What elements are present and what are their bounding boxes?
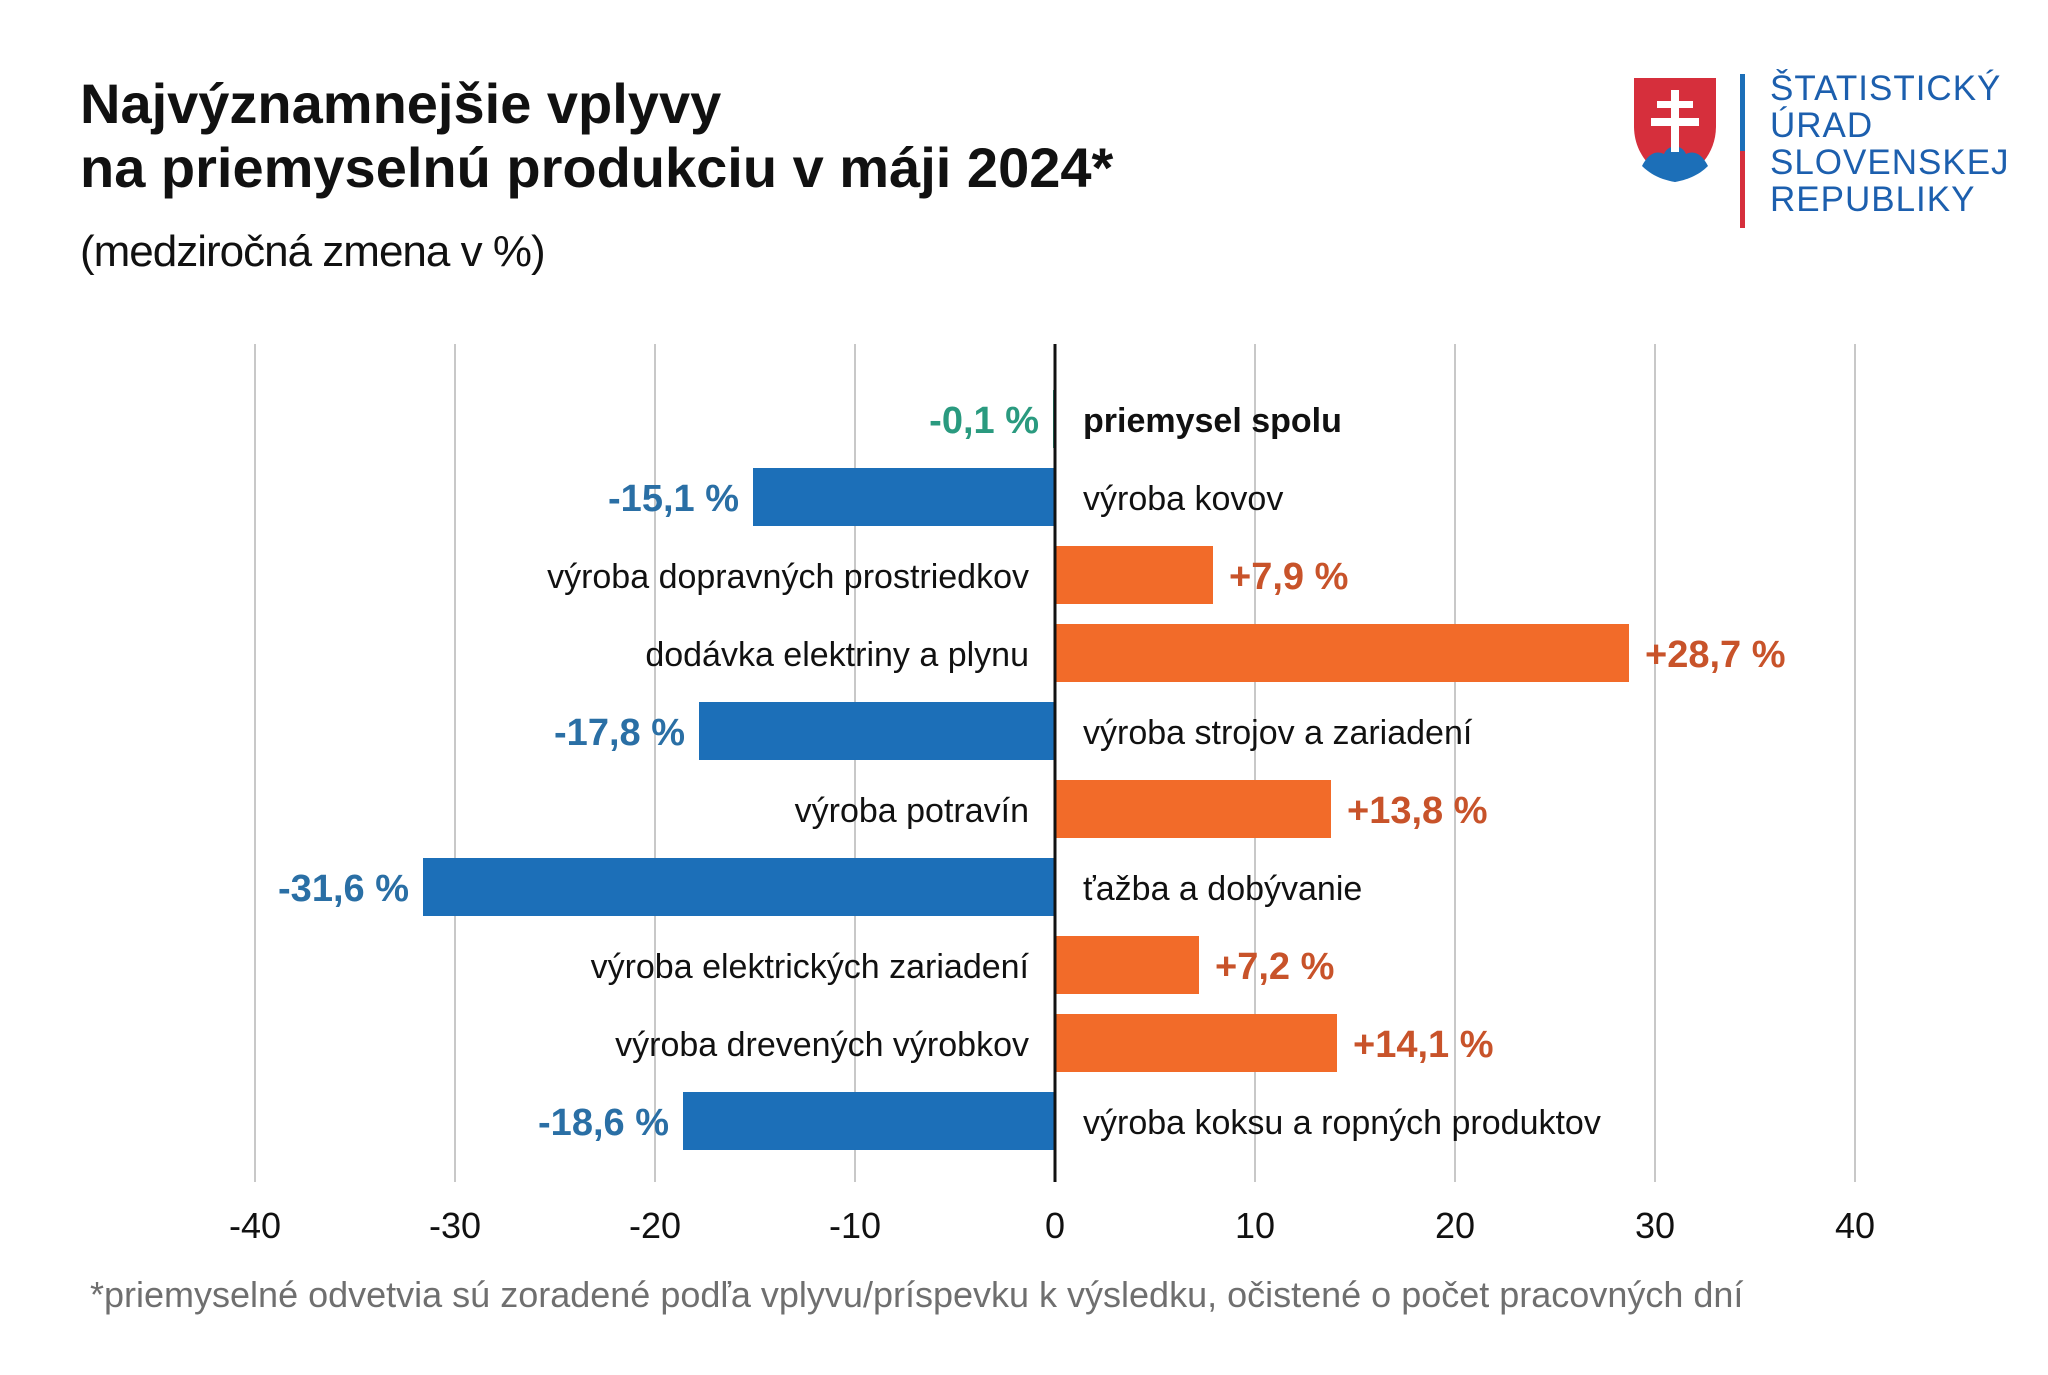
category-label: výroba drevených výrobkov — [615, 1026, 1029, 1064]
data-label: +13,8 % — [1347, 790, 1488, 832]
x-tick-label: -20 — [629, 1205, 681, 1246]
logo-line-3: SLOVENSKEJ — [1770, 143, 2010, 182]
x-tick-label: -40 — [229, 1205, 281, 1246]
category-label: priemysel spolu — [1083, 402, 1342, 440]
category-label: výroba dopravných prostriedkov — [547, 558, 1029, 596]
x-tick-label: -30 — [429, 1205, 481, 1246]
x-tick-label: 40 — [1835, 1205, 1875, 1246]
chart-title: Najvýznamnejšie vplyvy na priemyselnú pr… — [80, 72, 1480, 200]
bar — [683, 1092, 1055, 1150]
category-label: ťažba a dobývanie — [1083, 870, 1362, 908]
category-label: výroba elektrických zariadení — [591, 948, 1030, 986]
x-tick-label: 30 — [1635, 1205, 1675, 1246]
logo-divider — [1740, 74, 1745, 228]
bar — [1055, 546, 1213, 604]
x-tick-label: 10 — [1235, 1205, 1275, 1246]
data-label: +7,9 % — [1229, 556, 1348, 598]
bar — [1055, 624, 1629, 682]
category-label: výroba strojov a zariadení — [1083, 714, 1473, 752]
slovak-coat-of-arms-icon — [1634, 78, 1716, 182]
bar — [753, 468, 1055, 526]
x-tick-label: 20 — [1435, 1205, 1475, 1246]
statistical-office-logo: ŠTATISTICKÝ ÚRAD SLOVENSKEJ REPUBLIKY — [1630, 70, 2010, 234]
x-tick-label: 0 — [1045, 1205, 1065, 1246]
bar — [1055, 780, 1331, 838]
bar — [423, 858, 1055, 916]
data-label: +28,7 % — [1645, 634, 1786, 676]
category-label: výroba potravín — [795, 792, 1029, 830]
x-tick-label: -10 — [829, 1205, 881, 1246]
bar — [1055, 1014, 1337, 1072]
bar-chart: -40 -30 -20 -10 0 10 20 30 40 -0,1 % priemysel spo… — [229, 344, 1875, 1246]
category-label: dodávka elektriny a plynu — [645, 636, 1029, 674]
footnote: *priemyselné odvetvia sú zoradené podľa … — [90, 1274, 1744, 1315]
data-label: +14,1 % — [1353, 1024, 1494, 1066]
category-label: výroba kovov — [1083, 480, 1283, 518]
data-label: +7,2 % — [1215, 946, 1334, 988]
chart-subtitle: (medziročná zmena v %) — [80, 227, 546, 276]
bar — [699, 702, 1055, 760]
data-label: -31,6 % — [278, 868, 409, 910]
logo-line-2: ÚRAD — [1770, 106, 1874, 145]
category-label: výroba koksu a ropných produktov — [1083, 1104, 1601, 1142]
data-label: -18,6 % — [538, 1102, 669, 1144]
title-line-1: Najvýznamnejšie vplyvy — [80, 72, 722, 135]
data-label: -0,1 % — [929, 400, 1039, 442]
logo-text: ŠTATISTICKÝ ÚRAD SLOVENSKEJ REPUBLIKY — [1770, 70, 2010, 218]
title-line-2: na priemyselnú produkciu v máji 2024* — [80, 136, 1114, 199]
data-label: -15,1 % — [608, 478, 739, 520]
logo-line-1: ŠTATISTICKÝ — [1770, 69, 2002, 108]
data-label: -17,8 % — [554, 712, 685, 754]
logo-line-4: REPUBLIKY — [1770, 180, 1976, 219]
bar — [1055, 936, 1199, 994]
